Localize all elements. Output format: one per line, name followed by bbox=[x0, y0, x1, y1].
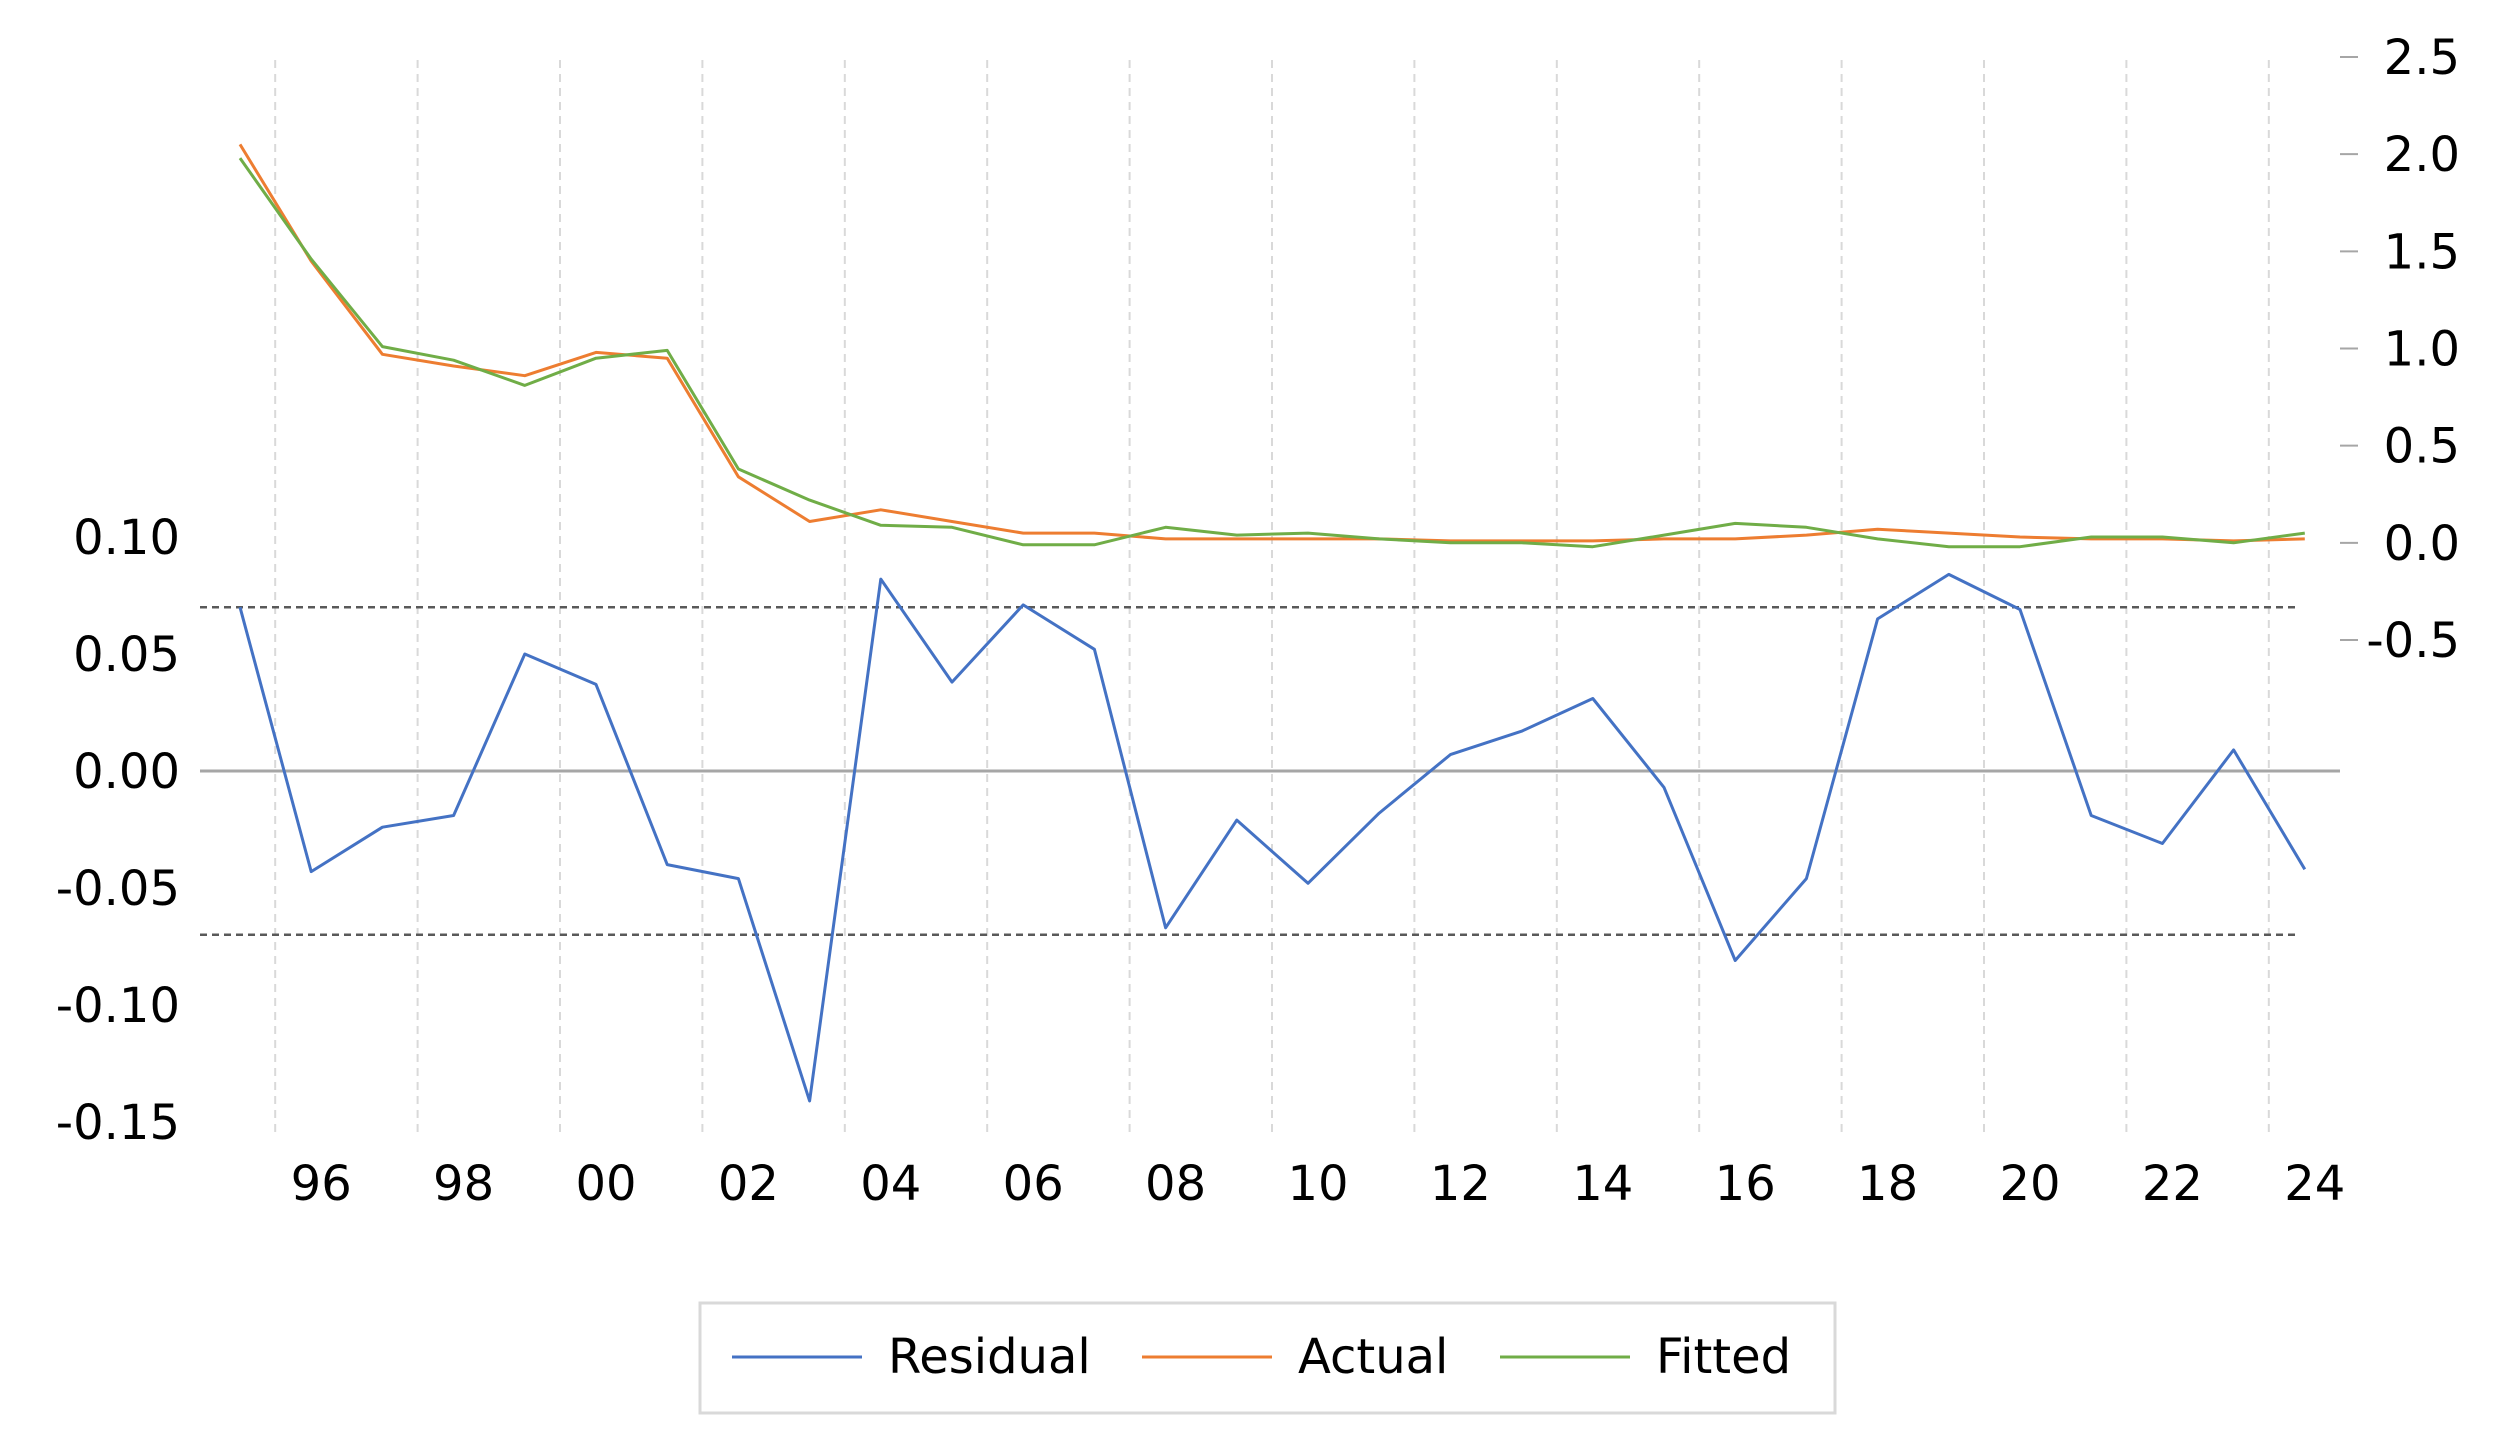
residual-bands bbox=[200, 605, 2300, 937]
x-tick-label: 14 bbox=[1572, 1156, 1633, 1212]
right-tick-label: 0.0 bbox=[2384, 516, 2460, 572]
gridlines bbox=[274, 60, 2270, 1135]
right-tick-label: -0.5 bbox=[2366, 613, 2460, 669]
right-tick-label: 2.5 bbox=[2384, 30, 2460, 86]
series-line-fitted bbox=[238, 157, 2306, 549]
legend-label-actual: Actual bbox=[1298, 1329, 1448, 1385]
left-tick-label: 0.00 bbox=[73, 744, 180, 800]
left-tick-label: -0.15 bbox=[56, 1095, 180, 1151]
right-tick-label: 2.0 bbox=[2384, 127, 2460, 183]
x-tick-label: 06 bbox=[1003, 1156, 1064, 1212]
x-tick-label: 00 bbox=[575, 1156, 636, 1212]
legend: Residual Actual Fitted bbox=[698, 1301, 1837, 1415]
left-tick-label: 0.05 bbox=[73, 627, 180, 683]
x-tick-label: 96 bbox=[291, 1156, 352, 1212]
series-line-residual bbox=[238, 572, 2307, 1103]
x-tick-label: 10 bbox=[1287, 1156, 1348, 1212]
right-tick-label: 1.0 bbox=[2384, 322, 2460, 378]
legend-label-residual: Residual bbox=[888, 1329, 1091, 1385]
left-tick-label: -0.05 bbox=[56, 861, 180, 917]
left-axis-ticks: 0.10 0.05 0.00 -0.05 -0.10 -0.15 bbox=[56, 510, 180, 1151]
right-tick-label: 0.5 bbox=[2384, 419, 2460, 475]
x-tick-label: 98 bbox=[433, 1156, 494, 1212]
x-tick-label: 24 bbox=[2284, 1156, 2345, 1212]
x-tick-label: 16 bbox=[1715, 1156, 1776, 1212]
series-line-actual bbox=[238, 143, 2305, 543]
x-axis-ticks: 96 98 00 02 04 06 08 10 12 14 16 18 20 22 24 bbox=[291, 1156, 2346, 1212]
series-lines bbox=[238, 143, 2307, 1103]
right-axis-ticks: 2.5 2.0 1.5 1.0 0.5 0.0 -0.5 bbox=[2340, 30, 2460, 669]
legend-label-fitted: Fitted bbox=[1656, 1329, 1791, 1385]
x-tick-label: 04 bbox=[860, 1156, 921, 1212]
x-tick-label: 08 bbox=[1145, 1156, 1206, 1212]
right-tick-label: 1.5 bbox=[2384, 224, 2460, 280]
x-tick-label: 18 bbox=[1857, 1156, 1918, 1212]
x-tick-label: 02 bbox=[718, 1156, 779, 1212]
left-tick-label: -0.10 bbox=[56, 978, 180, 1034]
x-tick-label: 22 bbox=[2142, 1156, 2203, 1212]
left-tick-label: 0.10 bbox=[73, 510, 180, 566]
x-tick-label: 12 bbox=[1430, 1156, 1491, 1212]
x-tick-label: 20 bbox=[1999, 1156, 2060, 1212]
